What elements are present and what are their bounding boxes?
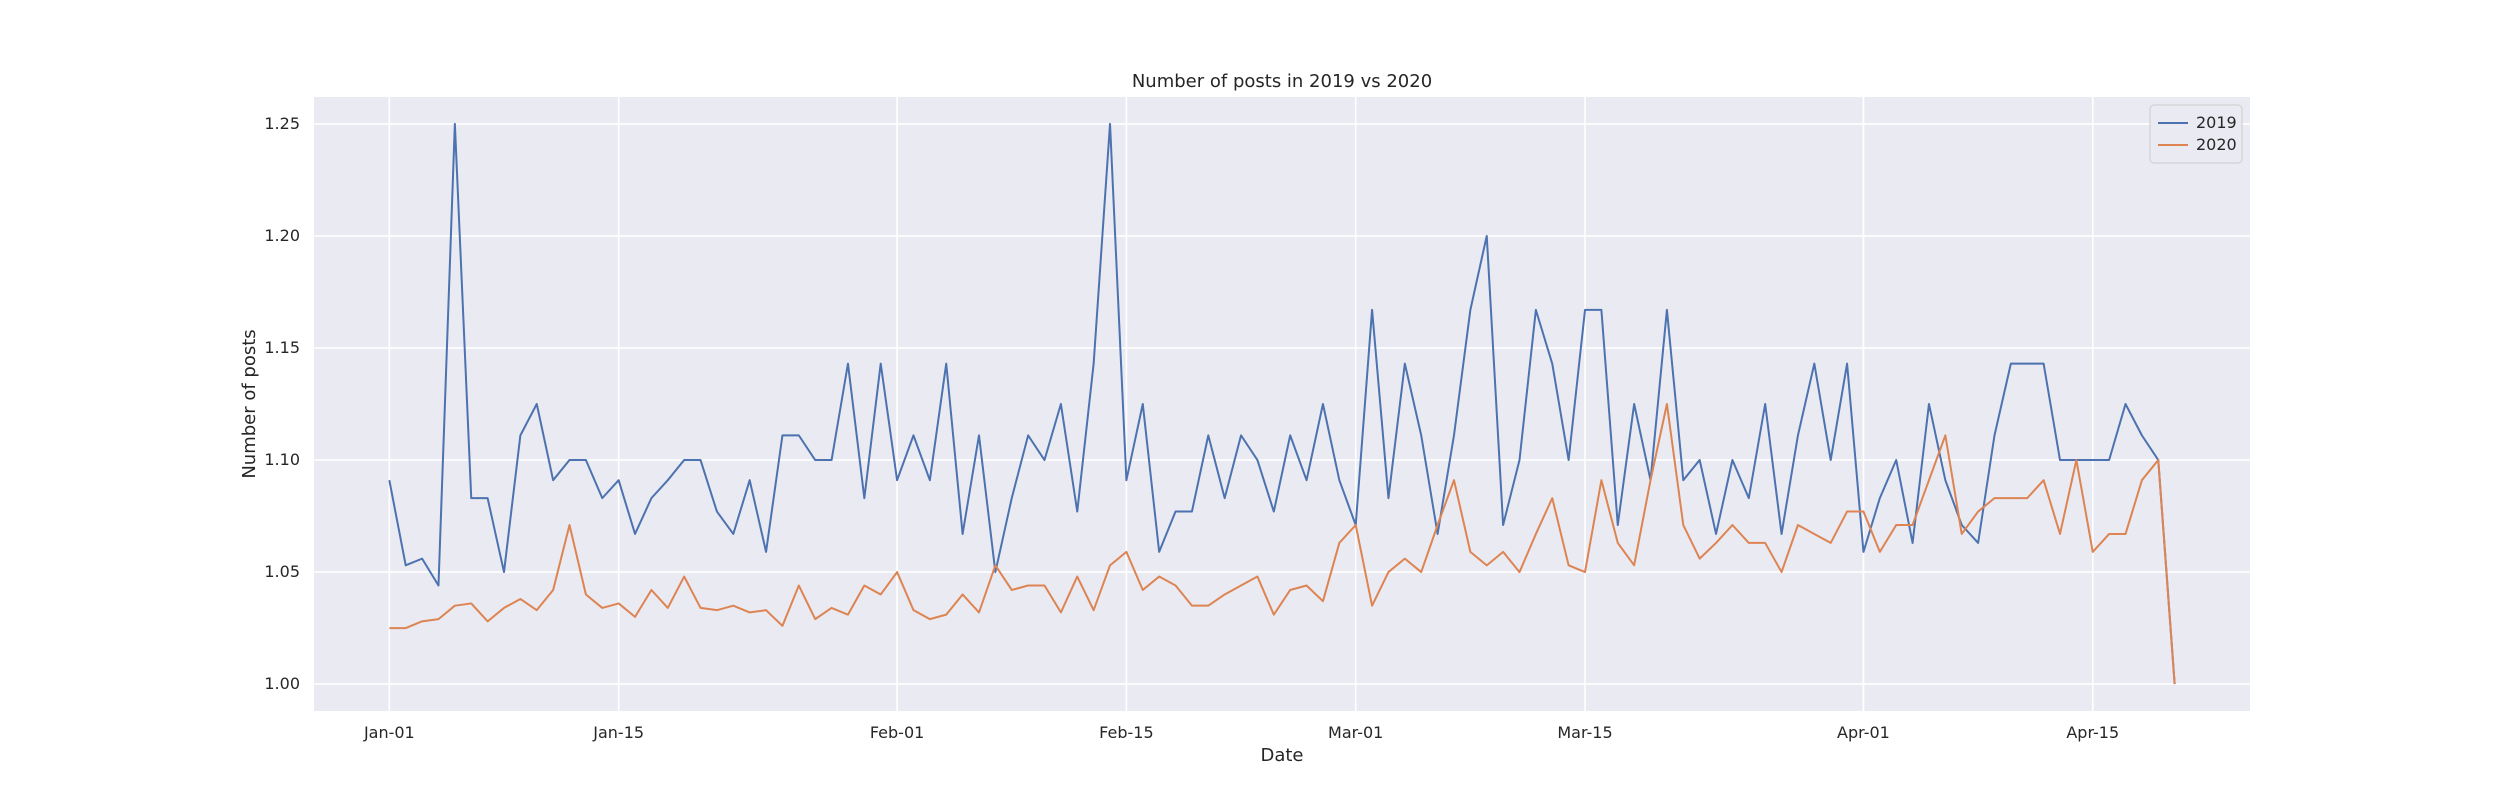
legend-box — [2149, 104, 2243, 164]
series-line-2019 — [388, 122, 2176, 685]
plot-area — [314, 97, 2250, 711]
y-axis-label: Number of posts — [239, 329, 260, 478]
y-tick-label: 1.05 — [264, 562, 300, 581]
x-tick-label: Feb-15 — [1099, 723, 1153, 742]
x-tick-label: Feb-01 — [870, 723, 924, 742]
legend-label-2020: 2020 — [2196, 135, 2237, 154]
x-tick-label: Jan-15 — [592, 723, 644, 742]
y-tick-label: 1.20 — [264, 226, 300, 245]
grid-lines — [314, 97, 2250, 711]
legend: 2019 2020 — [2149, 104, 2243, 164]
x-tick-label: Mar-01 — [1328, 723, 1383, 742]
x-tick-label: Mar-15 — [1557, 723, 1612, 742]
chart-title: Number of posts in 2019 vs 2020 — [1132, 71, 1432, 92]
y-tick-label: 1.15 — [264, 338, 300, 357]
x-tick-label: Apr-15 — [2066, 723, 2119, 742]
x-tick-label: Apr-01 — [1837, 723, 1890, 742]
series-line-2020 — [389, 403, 2176, 685]
y-tick-label: 1.00 — [264, 674, 300, 693]
y-tick-label: 1.25 — [264, 114, 300, 133]
legend-label-2019: 2019 — [2196, 113, 2237, 132]
tick-labels: 1.00 1.05 1.10 1.15 1.20 1.25 Jan-01 Jan-15 Feb-… — [264, 114, 2119, 742]
y-tick-label: 1.10 — [264, 450, 300, 469]
x-axis-label: Date — [1260, 745, 1303, 766]
x-tick-label: Jan-01 — [363, 723, 415, 742]
series-lines — [388, 122, 2176, 685]
